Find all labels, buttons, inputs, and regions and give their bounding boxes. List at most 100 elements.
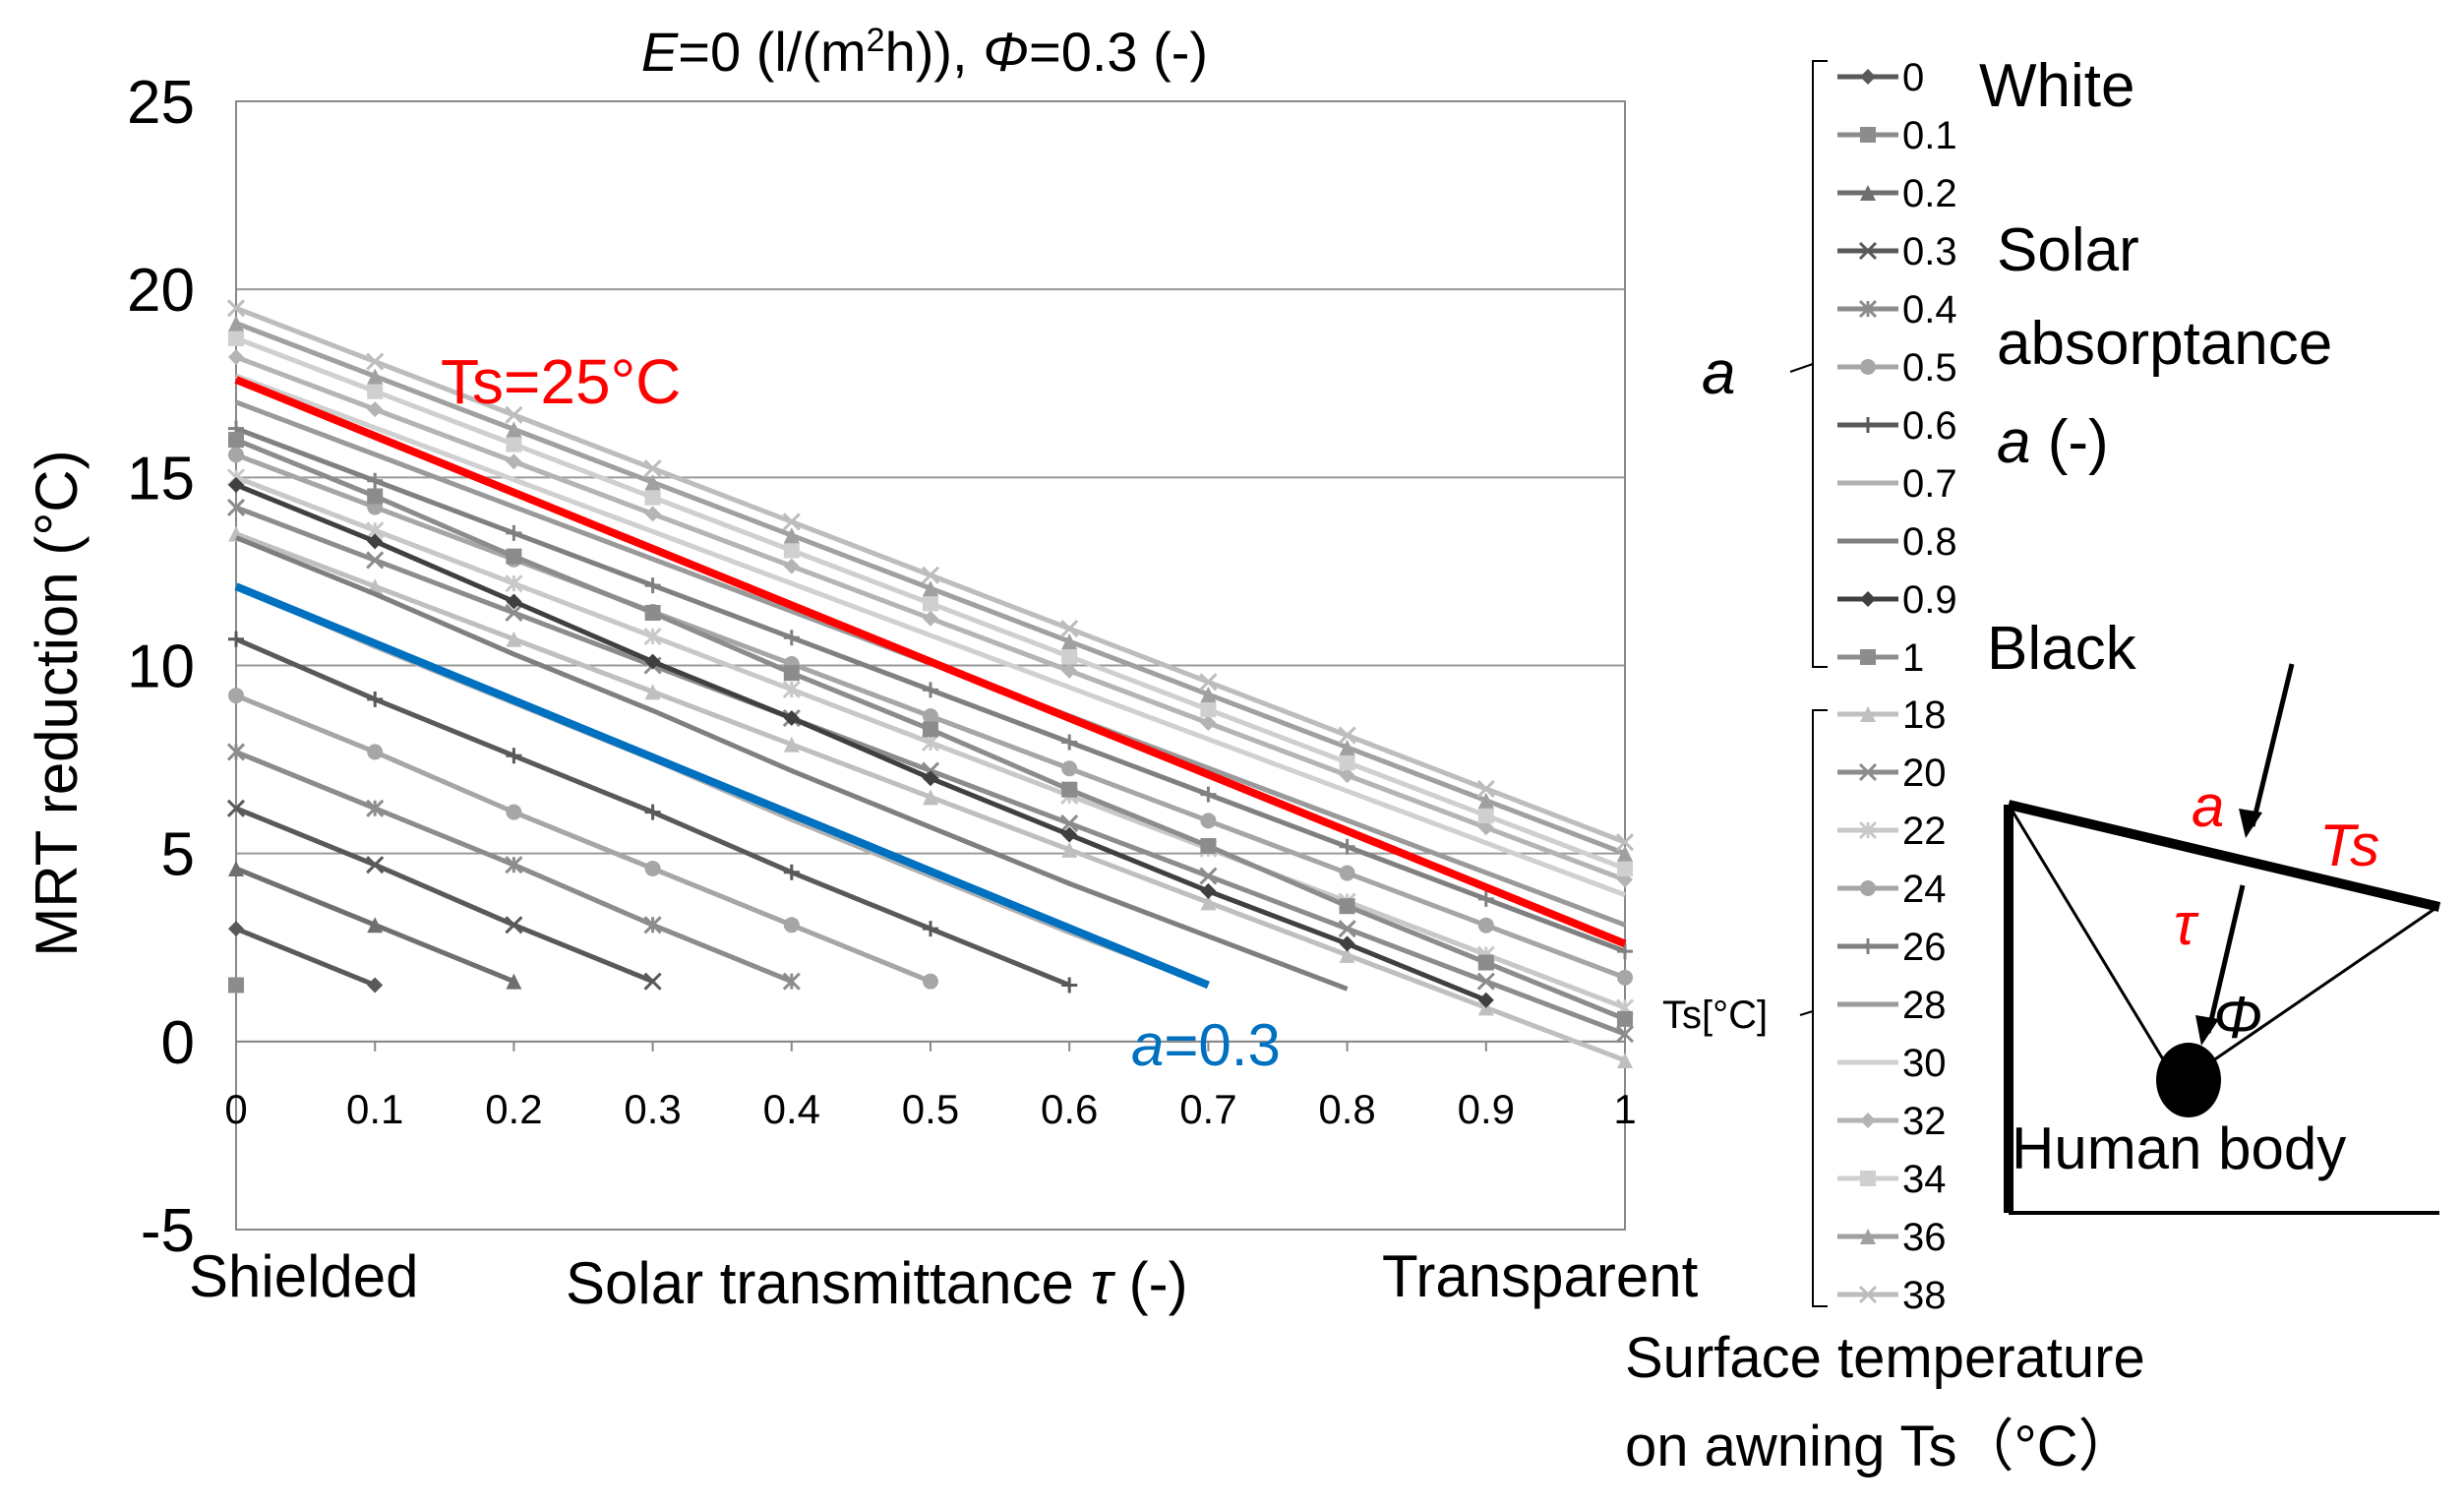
surface-temperature-series <box>226 299 1635 1068</box>
a-point-0.6 <box>367 691 384 707</box>
legend-a-entry-marker <box>1860 185 1876 201</box>
ts-point-36 <box>1339 739 1355 755</box>
chart-title: E=0 (l/(m2h)), Φ=0.3 (-) <box>641 21 1208 83</box>
a-point-0.6 <box>644 804 661 820</box>
legend-note-solar: Solar <box>1997 216 2139 284</box>
a-series-line-0.3 <box>235 806 654 984</box>
ts-point-26 <box>1477 890 1494 907</box>
a-point-1 <box>1339 898 1355 915</box>
legend-ts-entry-label: 22 <box>1902 810 1947 853</box>
x-axis-ticks: 0 0.1 0.2 0.3 0.4 0.5 0.6 0.7 0.8 0.9 1 <box>224 1041 1637 1132</box>
ts25-line <box>234 376 1627 948</box>
a-point-0.5 <box>506 804 522 820</box>
a-point-0.9 <box>367 533 384 550</box>
a-point-0.9 <box>923 770 938 787</box>
legend-ts-entry-label: 30 <box>1902 1042 1947 1085</box>
x-tick-label: 0.5 <box>902 1086 959 1132</box>
a-point-0.9 <box>228 476 244 493</box>
legend-a-entry-label: 0.1 <box>1902 114 1957 157</box>
ts-point-38 <box>643 459 662 478</box>
ts-point-38 <box>505 405 523 424</box>
ts-point-18 <box>923 789 938 806</box>
ts-point-36 <box>1617 845 1633 862</box>
ts-point-26 <box>1339 838 1355 855</box>
ts-point-38 <box>1338 726 1356 745</box>
legend-ts-entry-marker <box>1860 1171 1876 1186</box>
a-point-0.6 <box>506 748 522 764</box>
ts-point-26 <box>367 472 384 489</box>
a-point-0.6 <box>783 864 800 880</box>
a-point-1 <box>506 548 522 565</box>
ts-point-24 <box>1339 865 1355 881</box>
transmitted-arrow <box>2205 884 2246 1034</box>
legend-a-entry-marker <box>1860 591 1876 607</box>
ts-point-32 <box>1061 662 1078 679</box>
ts-point-34 <box>783 542 800 559</box>
sun-arrow <box>2250 663 2295 827</box>
legend-ts-entry-label: 24 <box>1902 868 1947 911</box>
legend-a-entry-label: 0 <box>1902 56 1924 99</box>
ts-point-22 <box>643 627 662 646</box>
a-point-0.2 <box>506 973 522 990</box>
ts-point-24 <box>1061 760 1078 777</box>
a-point-0.6 <box>228 631 244 647</box>
ts-point-18 <box>1339 946 1355 963</box>
y-tick-label: 5 <box>161 821 195 889</box>
x-tick-label: 0 <box>224 1086 247 1132</box>
a03-label: a=0.3 <box>1131 1012 1281 1078</box>
legend-absorptance: 0 0.1 0.2 0.3 0.4 0.5 0.6 0.7 0.8 0.9 1 <box>1789 56 1957 680</box>
ts-point-20 <box>226 498 246 516</box>
ts-point-38 <box>921 566 940 584</box>
legend-a-entry-marker <box>1860 417 1876 433</box>
legend-ts-entry-marker <box>1858 762 1878 782</box>
legend-ts-entry-label: 32 <box>1902 1100 1947 1143</box>
legend-ts-entry-label: 20 <box>1902 752 1947 795</box>
view-line-left <box>2007 804 2176 1078</box>
legend-a-entry-label: 0.6 <box>1902 404 1957 448</box>
legend-ts-entry-marker <box>1858 820 1878 840</box>
a-point-0.3 <box>366 856 385 874</box>
ts-point-18 <box>783 736 800 753</box>
legend-ts-entry-marker <box>1860 938 1876 954</box>
ts-point-20 <box>1338 920 1356 938</box>
ts-point-26 <box>644 577 661 594</box>
a-point-0.6 <box>1061 977 1078 994</box>
ts-point-18 <box>1200 894 1217 911</box>
ts-point-22 <box>505 574 523 593</box>
ts-point-26 <box>506 524 522 541</box>
legend-a-entry-label: 1 <box>1902 636 1924 680</box>
a-point-0.3 <box>505 916 523 934</box>
legend-ts-entry-marker <box>1860 1113 1876 1128</box>
diagram-ts-label: Ts <box>2319 813 2379 878</box>
ts-point-32 <box>506 453 522 470</box>
diagram-tau-label: τ <box>2174 891 2199 957</box>
ts-point-24 <box>1200 813 1217 829</box>
x-tick-label: 0.2 <box>485 1086 542 1132</box>
ts-point-34 <box>1200 701 1217 718</box>
y-axis-label: MRT reduction (°C) <box>24 450 90 956</box>
diagram-body-label: Human body <box>2012 1115 2346 1181</box>
ts-point-32 <box>1200 714 1217 731</box>
legend-a-entry-marker <box>1860 359 1876 375</box>
a-point-0 <box>228 921 244 937</box>
ts-point-20 <box>1060 814 1079 833</box>
ts-point-34 <box>644 489 661 506</box>
ts-point-34 <box>506 436 522 452</box>
awning <box>2007 800 2441 912</box>
legend-note-black: Black <box>1987 615 2137 683</box>
a-point-0.6 <box>923 921 938 937</box>
a-series-line-0 <box>235 926 377 988</box>
legend-ts-entry-marker <box>1860 1229 1876 1244</box>
x-axis-label: Solar transmittance τ (-) <box>566 1250 1188 1316</box>
a-point-0.5 <box>367 744 384 760</box>
a-point-1 <box>1061 781 1078 798</box>
a-point-1 <box>783 665 800 682</box>
legend-a-entry-label: 0.7 <box>1902 462 1957 506</box>
legend-a-bracket-tip <box>1789 363 1814 373</box>
legend-note-absorptance: absorptance <box>1997 310 2332 378</box>
legend-a-entry-marker <box>1860 649 1876 665</box>
ts-point-38 <box>226 299 246 318</box>
legend-a-group-label: a <box>1702 339 1735 407</box>
legend-a-entry-label: 0.2 <box>1902 172 1957 215</box>
